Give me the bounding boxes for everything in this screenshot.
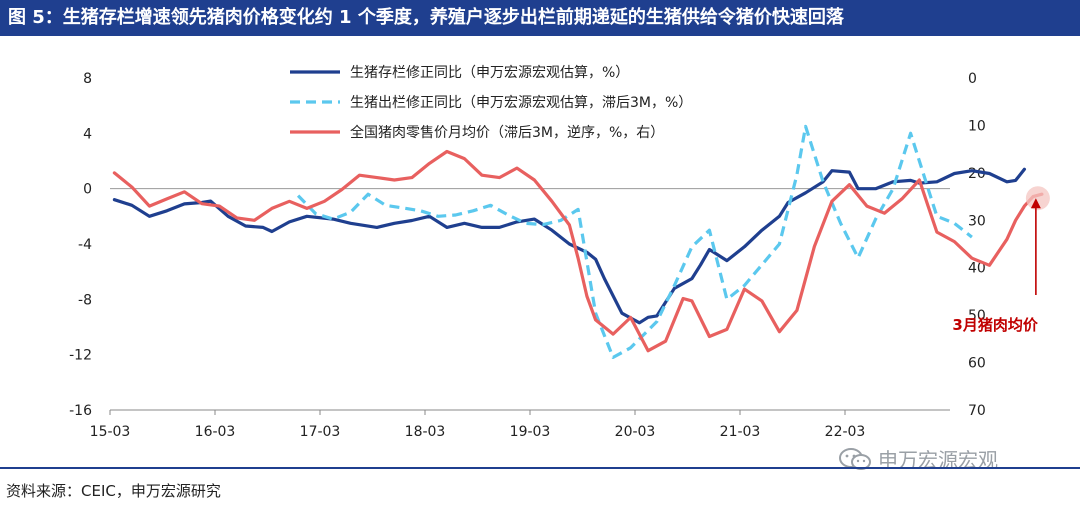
right-axis-tick-label: 50 [968, 308, 986, 324]
annotation-arrowhead [1030, 198, 1041, 209]
x-axis-tick-label: 22-03 [825, 424, 866, 440]
x-axis-tick-label: 15-03 [90, 424, 131, 440]
left-axis-tick-label: -8 [78, 292, 92, 308]
left-axis-tick-label: 8 [83, 71, 92, 87]
series-line-2 [296, 124, 973, 359]
legend-label-3: 全国猪肉零售价月均价（滞后3M，逆序，%，右） [350, 124, 664, 141]
x-axis: 15-03 16-03 17-03 18-03 19-03 20-03 21-03 22-03 [90, 409, 950, 440]
bottom-rule [0, 467, 1080, 469]
right-axis-tick-label: 0 [968, 71, 977, 87]
source-note: 资料来源：CEIC，申万宏源研究 [6, 482, 221, 500]
annotation-highlight [1025, 186, 1050, 211]
x-axis-tick-label: 18-03 [405, 424, 446, 440]
series-group [112, 124, 1044, 359]
legend-label-1: 生猪存栏修正同比（申万宏源宏观估算，%） [350, 65, 629, 81]
right-axis-tick-label: 30 [968, 213, 986, 229]
series-line-1 [112, 167, 1026, 325]
figure-title: 图 5：生猪存栏增速领先猪肉价格变化约 1 个季度，养殖户逐步出栏前期递延的生猪… [0, 0, 1080, 36]
legend-label-2: 生猪出栏修正同比（申万宏源宏观估算，滞后3M，%） [350, 95, 692, 111]
x-axis-tick-label: 16-03 [195, 424, 236, 440]
x-axis-tick-label: 20-03 [615, 424, 656, 440]
right-axis-tick-label: 70 [968, 403, 986, 419]
right-axis-tick-label: 40 [968, 261, 986, 277]
left-axis-tick-label: 4 [83, 126, 92, 142]
annotation: 3月猪肉均价 [952, 186, 1050, 334]
left-axis-tick-label: -4 [78, 237, 92, 253]
right-axis-tick-label: 60 [968, 356, 986, 372]
left-axis-tick-label: 0 [83, 182, 92, 198]
annotation-label: 3月猪肉均价 [952, 316, 1038, 334]
left-axis: 8 4 0 -4 -8 -12 -16 [69, 71, 92, 419]
right-axis-tick-label: 10 [968, 118, 986, 134]
left-axis-tick-label: -12 [69, 348, 92, 364]
x-axis-tick-label: 17-03 [300, 424, 341, 440]
x-axis-tick-label: 19-03 [510, 424, 551, 440]
series-line-3 [112, 149, 1044, 353]
left-axis-tick-label: -16 [69, 403, 92, 419]
x-axis-tick-label: 21-03 [720, 424, 761, 440]
legend[interactable]: 生猪存栏修正同比（申万宏源宏观估算，%） 生猪出栏修正同比（申万宏源宏观估算，滞后… [290, 65, 692, 141]
